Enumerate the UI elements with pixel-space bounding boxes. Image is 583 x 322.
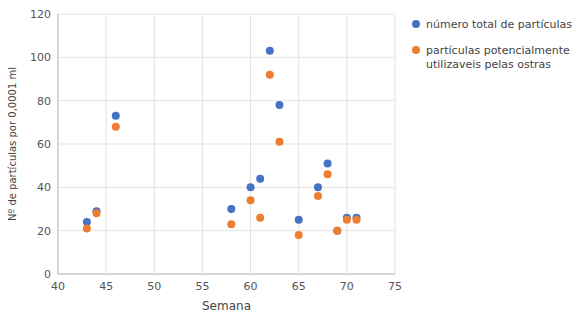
point <box>83 225 91 233</box>
point <box>333 227 341 235</box>
y-tick-label: 40 <box>37 181 51 194</box>
points <box>83 47 361 239</box>
point <box>324 170 332 178</box>
legend: número total de partículas partículas pot… <box>412 18 572 71</box>
point <box>266 47 274 55</box>
grid-line-x <box>58 14 59 274</box>
y-tick-label: 20 <box>37 225 51 238</box>
point <box>314 183 322 191</box>
x-tick-label: 50 <box>147 280 161 293</box>
point <box>295 216 303 224</box>
point <box>324 160 332 168</box>
x-tick-label: 70 <box>340 280 354 293</box>
point <box>275 101 283 109</box>
x-tick-label: 60 <box>244 280 258 293</box>
point <box>227 220 235 228</box>
grid-line-y <box>58 14 395 15</box>
x-axis-label: Semana <box>202 299 251 313</box>
point <box>295 231 303 239</box>
y-axis <box>58 14 59 274</box>
grid <box>58 14 395 274</box>
point <box>314 192 322 200</box>
y-tick-label: 100 <box>30 51 51 64</box>
x-tick-label: 55 <box>195 280 209 293</box>
point <box>93 209 101 217</box>
y-tick-label: 60 <box>37 138 51 151</box>
point <box>333 227 341 235</box>
point <box>343 216 351 224</box>
grid-line-y <box>58 100 395 101</box>
x-tick-label: 65 <box>292 280 306 293</box>
legend-label-line: utilizaveis pelas ostras <box>426 58 551 71</box>
point <box>227 205 235 213</box>
point <box>352 216 360 224</box>
x-tick-label: 40 <box>51 280 65 293</box>
legend-marker <box>412 46 420 54</box>
legend-label-line: partículas potencialmente <box>426 44 570 57</box>
chart: 40 45 50 55 60 65 70 75 0 20 40 60 80 100 120 Semana Nº … <box>0 0 583 322</box>
grid-line-y <box>58 57 395 58</box>
grid-line-y <box>58 187 395 188</box>
y-tick-label: 0 <box>44 268 51 281</box>
point <box>247 196 255 204</box>
grid-line-y <box>58 144 395 145</box>
x-axis <box>58 274 395 275</box>
grid-line-y <box>58 230 395 231</box>
point <box>112 123 120 131</box>
point <box>275 138 283 146</box>
point <box>266 71 274 79</box>
point <box>256 214 264 222</box>
point <box>247 183 255 191</box>
y-tick-label: 80 <box>37 95 51 108</box>
legend-label: número total de partículas <box>426 18 572 31</box>
x-tick-label: 45 <box>99 280 113 293</box>
point <box>112 112 120 120</box>
legend-label: partículas potencialmenteutilizaveis pel… <box>426 44 570 71</box>
background <box>0 0 583 322</box>
y-axis-label: Nº de partículas por 0,0001 ml <box>7 67 18 221</box>
x-tick-label: 75 <box>388 280 402 293</box>
y-tick-label: 120 <box>30 8 51 21</box>
point <box>256 175 264 183</box>
legend-label-line: número total de partículas <box>426 18 572 31</box>
legend-marker <box>412 20 420 28</box>
grid-line-y <box>58 274 395 275</box>
